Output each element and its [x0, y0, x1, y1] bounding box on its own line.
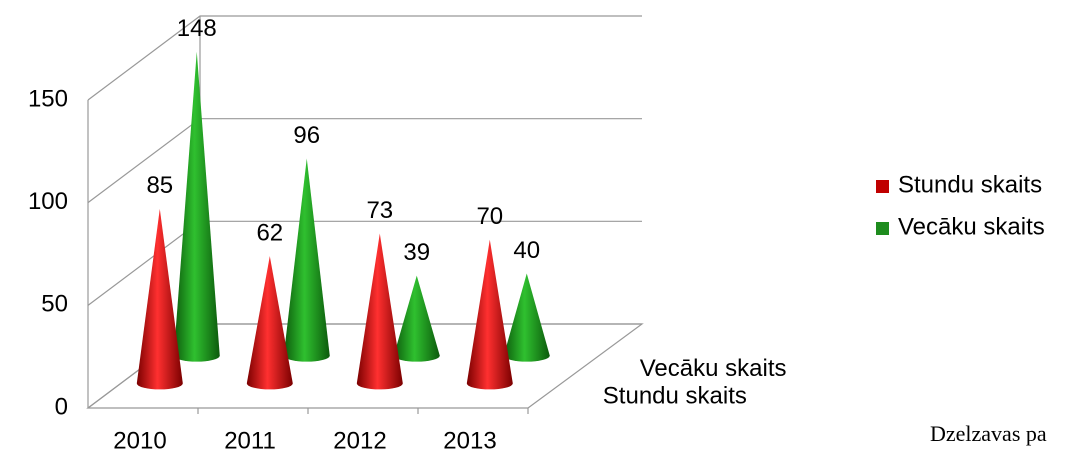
cone — [246, 256, 293, 390]
y-tick-label: 50 — [41, 291, 68, 318]
cone — [503, 273, 550, 362]
x-tick-label: 2011 — [224, 427, 276, 454]
value-label: 73 — [366, 197, 393, 224]
x-tick-label: 2013 — [443, 427, 496, 454]
legend-label: Stundu skaits — [898, 171, 1042, 198]
value-label: 39 — [403, 239, 430, 266]
cone — [356, 233, 403, 390]
x-tick-label: 2010 — [113, 427, 166, 454]
value-label: 62 — [256, 219, 283, 246]
y-tick-label: 0 — [55, 393, 68, 420]
value-label: 40 — [513, 237, 540, 264]
legend-label: Vecāku skaits — [898, 213, 1045, 240]
legend-swatch — [876, 180, 889, 193]
y-tick-label: 100 — [28, 188, 68, 215]
y-tick-label: 150 — [28, 85, 68, 112]
value-label: 148 — [177, 15, 217, 42]
cone — [136, 208, 183, 390]
footer-text: Dzelzavas pa — [930, 421, 1047, 446]
value-label: 96 — [293, 122, 320, 149]
value-label: 70 — [476, 203, 503, 230]
cone — [173, 51, 220, 362]
cone — [393, 275, 440, 362]
cone — [283, 158, 330, 362]
grid-line — [87, 15, 642, 101]
x-tick-label: 2012 — [333, 427, 386, 454]
value-label: 85 — [146, 172, 173, 199]
legend-swatch — [876, 222, 889, 235]
depth-label: Stundu skaits — [603, 383, 747, 410]
grid-line — [87, 220, 642, 306]
depth-label: Vecāku skaits — [640, 355, 787, 382]
cone — [466, 239, 513, 390]
